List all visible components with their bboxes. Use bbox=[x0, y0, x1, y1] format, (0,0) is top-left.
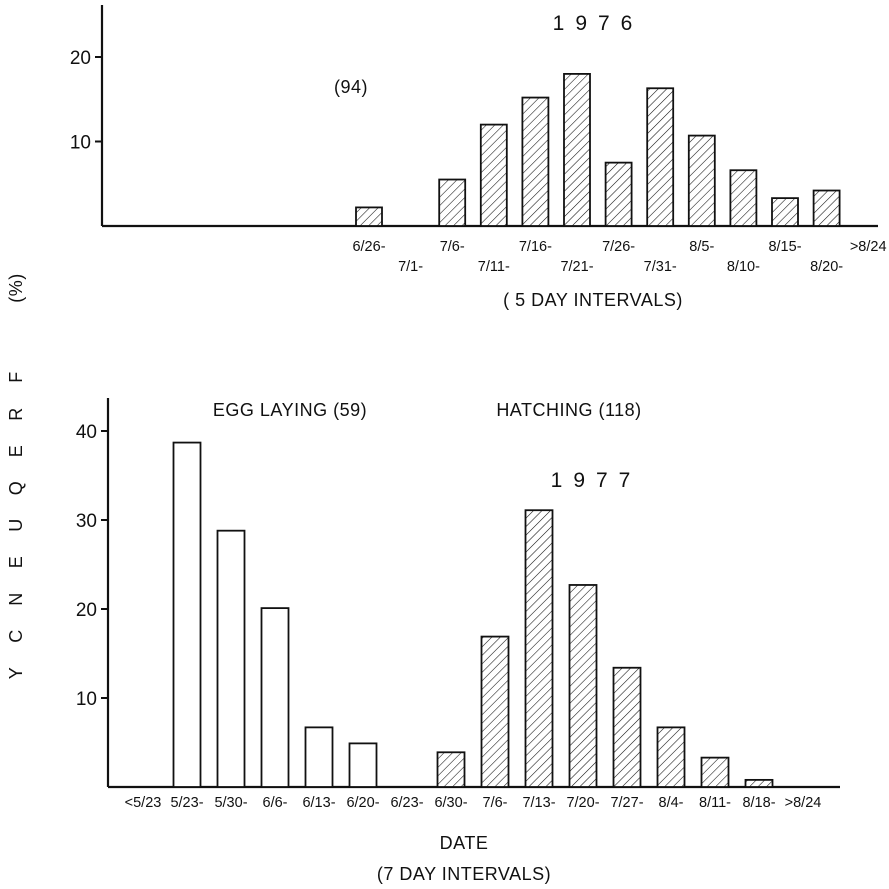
hatched-bar-9 bbox=[524, 509, 554, 788]
chart-1977: 1977 EGG LAYING (59) HATCHING (118) 10 20… bbox=[76, 398, 840, 884]
y-axis-label-letter: E bbox=[6, 445, 26, 458]
x-tick-label: 8/18- bbox=[742, 795, 775, 811]
hatched-bar-14 bbox=[744, 778, 774, 788]
chart-1977-x-axis-sublabel: (7 DAY INTERVALS) bbox=[377, 864, 551, 884]
chart-1976-x-axis-label: ( 5 DAY INTERVALS) bbox=[503, 290, 683, 310]
y-axis-label: F R E Q U E N C Y bbox=[6, 371, 26, 679]
y-tick-label: 30 bbox=[76, 511, 97, 532]
x-tick-label: 6/20- bbox=[346, 795, 379, 811]
hatched-bar-8 bbox=[480, 635, 510, 788]
x-tick-label: 6/30- bbox=[434, 795, 467, 811]
y-tick-label: 10 bbox=[70, 133, 91, 154]
open-bar-5 bbox=[348, 742, 378, 788]
x-tick-label: 7/16- bbox=[519, 239, 552, 255]
x-tick-label: 5/30- bbox=[214, 795, 247, 811]
hatched-bar-11 bbox=[812, 189, 841, 227]
x-tick-label: 7/27- bbox=[610, 795, 643, 811]
x-tick-label: >8/24 bbox=[785, 795, 822, 811]
chart-1976-bars bbox=[355, 73, 841, 227]
hatched-bar-8 bbox=[687, 134, 716, 227]
hatched-bar-13 bbox=[700, 756, 730, 788]
chart-1977-x-tick-labels: <5/23 5/23- 5/30- 6/6- 6/13- 6/20- 6/23- 6/30- 7… bbox=[125, 795, 822, 811]
x-tick-label: 7/1- bbox=[398, 259, 423, 275]
chart-1977-bars bbox=[172, 441, 774, 788]
open-bar-4 bbox=[304, 726, 334, 788]
x-tick-label: 8/20- bbox=[810, 259, 843, 275]
hatched-bar-7 bbox=[646, 87, 675, 227]
x-tick-label: 8/10- bbox=[727, 259, 760, 275]
x-tick-label: 6/6- bbox=[263, 795, 288, 811]
x-tick-label: 6/23- bbox=[390, 795, 423, 811]
open-bar-1 bbox=[172, 441, 202, 788]
hatched-bar-10 bbox=[568, 584, 598, 788]
chart-1976-annotation: (94) bbox=[334, 77, 368, 97]
x-tick-label: 8/15- bbox=[768, 239, 801, 255]
y-tick-label: 10 bbox=[76, 689, 97, 710]
y-axis-label-letter: Q bbox=[6, 481, 26, 496]
hatched-bar-3 bbox=[479, 123, 508, 227]
chart-1976-y-ticks: 10 20 bbox=[70, 48, 102, 154]
x-tick-label: 5/23- bbox=[170, 795, 203, 811]
chart-1977-y-ticks: 10 20 30 40 bbox=[76, 422, 108, 710]
y-axis-label-letter: R bbox=[6, 407, 26, 421]
y-axis-label-letter: F bbox=[6, 371, 26, 383]
hatched-bar-6 bbox=[604, 161, 633, 227]
x-tick-label: 7/11- bbox=[478, 259, 510, 275]
x-tick-label: 7/6- bbox=[440, 239, 465, 255]
x-tick-label: 7/6- bbox=[483, 795, 508, 811]
chart-1976-x-tick-labels: 6/26- 7/1- 7/6- 7/11- 7/16- 7/21- 7/26- 7/31- 8/… bbox=[352, 239, 886, 275]
x-tick-label: 8/5- bbox=[689, 239, 714, 255]
y-tick-label: 20 bbox=[76, 600, 97, 621]
y-tick-label: 40 bbox=[76, 422, 97, 443]
x-tick-label: >8/24 bbox=[850, 239, 887, 255]
x-tick-label: <5/23 bbox=[125, 795, 162, 811]
x-tick-label: 6/13- bbox=[302, 795, 335, 811]
legend-egg-laying: EGG LAYING (59) bbox=[213, 400, 367, 420]
x-tick-label: 7/26- bbox=[602, 239, 635, 255]
open-bar-3 bbox=[260, 607, 290, 788]
hatched-bar-12 bbox=[656, 726, 686, 788]
x-tick-label: 7/31- bbox=[644, 259, 677, 275]
y-axis-label-letter: U bbox=[6, 518, 26, 532]
hatched-bar-11 bbox=[612, 666, 642, 788]
y-axis-unit: (%) bbox=[6, 273, 26, 303]
y-axis-label-letter: Y bbox=[6, 667, 26, 680]
y-axis-label-letter: C bbox=[6, 629, 26, 643]
legend-hatching: HATCHING (118) bbox=[496, 400, 641, 420]
y-axis-label-letter: E bbox=[6, 556, 26, 569]
hatched-bar-5 bbox=[563, 73, 591, 227]
chart-1977-title: 1977 bbox=[551, 469, 642, 492]
x-tick-label: 7/20- bbox=[566, 795, 599, 811]
hatched-bar-4 bbox=[521, 96, 550, 227]
hatched-bar-9 bbox=[729, 169, 758, 227]
chart-1976: 1976 (94) 10 20 6/26- 7/1- 7/6- 7/11- 7/16- 7/… bbox=[70, 5, 887, 310]
hatched-bar-7 bbox=[436, 751, 466, 788]
hatched-bar-10 bbox=[771, 197, 799, 227]
hatched-bar-2 bbox=[438, 178, 467, 227]
x-tick-label: 6/26- bbox=[352, 239, 385, 255]
x-tick-label: 7/21- bbox=[560, 259, 593, 275]
x-tick-label: 7/13- bbox=[522, 795, 555, 811]
x-tick-label: 8/4- bbox=[659, 795, 684, 811]
chart-1977-x-axis-label: DATE bbox=[440, 833, 489, 853]
y-tick-label: 20 bbox=[70, 48, 91, 69]
hatched-bar-0 bbox=[355, 206, 383, 227]
y-axis-label-letter: N bbox=[6, 592, 26, 606]
chart-1976-title: 1976 bbox=[553, 12, 644, 35]
x-tick-label: 8/11- bbox=[699, 795, 731, 811]
open-bar-2 bbox=[216, 529, 246, 788]
